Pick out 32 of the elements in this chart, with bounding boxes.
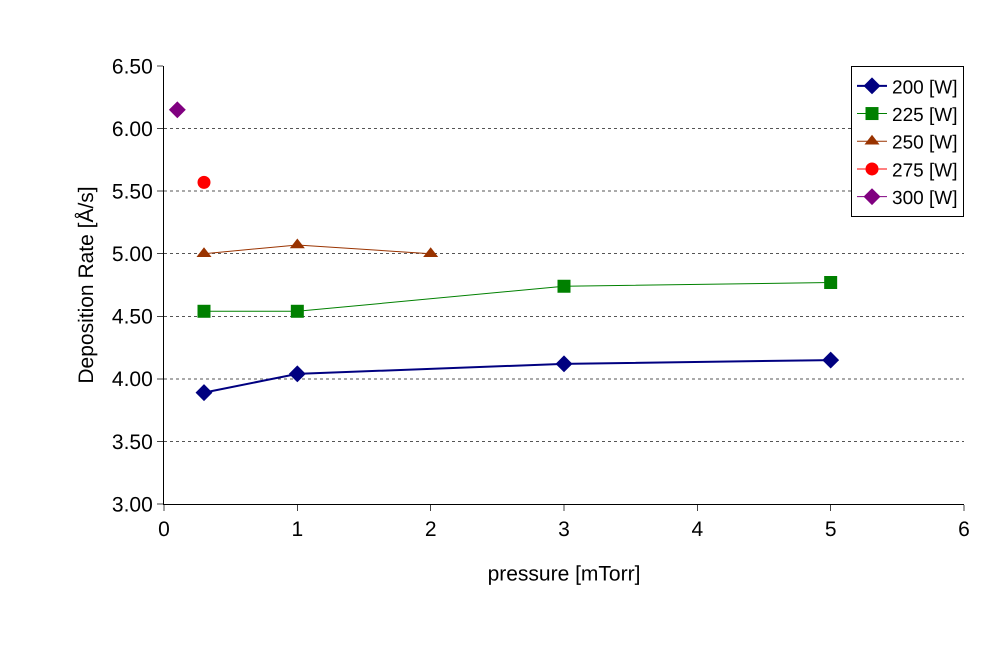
x-tick-label: 3 (558, 518, 570, 542)
legend-label: 275 [W] (892, 160, 958, 182)
x-tick-label: 2 (424, 518, 437, 542)
point (558, 280, 570, 293)
y-tick-label: 6.50 (112, 55, 153, 78)
legend-label: 300 [W] (892, 188, 958, 210)
point (556, 355, 572, 372)
x-tick-label: 0 (158, 518, 170, 542)
y-tick-label: 4.50 (112, 306, 153, 329)
point (822, 352, 840, 369)
point (824, 276, 838, 289)
legend-label: 225 [W] (892, 104, 958, 126)
y-axis-title: Deposition Rate [Å/s] (74, 186, 98, 384)
x-tick-label: 6 (958, 518, 970, 542)
y-tick-label: 5.50 (112, 180, 153, 204)
y-tick-label: 3.00 (112, 493, 153, 516)
legend-label: 250 [W] (892, 132, 958, 154)
y-tick-label: 3.50 (112, 430, 153, 454)
point (198, 176, 210, 189)
y-tick-label: 5.00 (112, 243, 153, 266)
point (196, 384, 212, 402)
x-tick-label: 4 (691, 518, 704, 542)
x-axis-title: pressure [mTorr] (488, 562, 640, 586)
legend-label: 200 [W] (892, 77, 958, 98)
point (198, 304, 210, 318)
point (290, 304, 304, 318)
y-tick-label: 6.00 (112, 118, 153, 141)
y-tick-label: 4.00 (112, 368, 153, 392)
point (288, 365, 306, 382)
x-tick-label: 1 (291, 518, 304, 542)
x-tick-label: 5 (824, 518, 837, 542)
point (168, 101, 186, 118)
